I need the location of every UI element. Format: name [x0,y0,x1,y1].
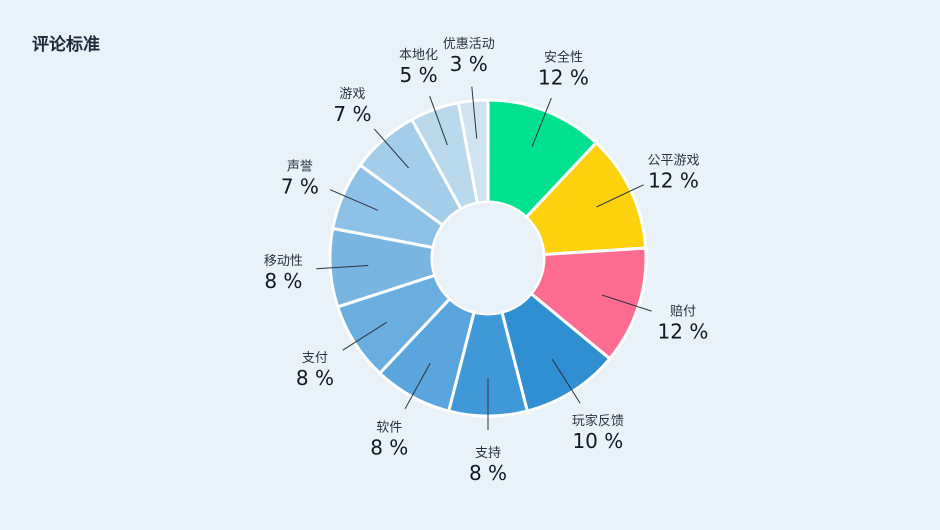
leader-line-10 [373,128,410,169]
slice-value-7: 8 % [296,366,334,390]
leader-line-3 [601,294,652,312]
leader-line-7 [342,321,387,351]
donut-hole [433,203,543,313]
slice-value-5: 8 % [469,461,507,485]
slice-label-2: 公平游戏 [647,154,699,169]
leader-line-8 [316,265,369,270]
leader-line-1 [531,97,552,147]
slice-2[interactable] [524,140,648,257]
slice-value-6: 8 % [370,436,408,460]
slice-value-9: 7 % [281,175,319,199]
slice-value-12: 3 % [450,52,488,76]
slice-label-7: 支付 [302,351,328,366]
slice-label-10: 游戏 [339,87,365,102]
slice-label-11: 本地化 [399,48,438,63]
slice-value-10: 7 % [333,102,371,126]
slice-3[interactable] [529,246,648,361]
slice-label-4: 玩家反馈 [572,413,624,429]
slice-12[interactable] [456,98,490,205]
leader-line-6 [404,362,431,409]
slice-value-3: 12 % [658,319,709,343]
slice-label-9: 声誉 [287,160,313,175]
slice-value-1: 12 % [538,65,589,89]
chart-title: 评论标准 [32,35,100,55]
slice-value-4: 10 % [572,429,623,453]
slice-value-11: 5 % [400,63,438,87]
slice-label-12: 优惠活动 [443,37,495,52]
slice-label-8: 移动性 [264,254,303,269]
leader-line-9 [329,189,379,211]
leader-line-11 [429,95,448,146]
slice-value-2: 12 % [648,169,699,193]
slice-label-1: 安全性 [544,49,583,65]
leader-line-12 [471,86,478,139]
slice-label-3: 赔付 [670,304,696,319]
slice-1[interactable] [486,98,599,220]
slice-label-6: 软件 [376,421,402,436]
slice-value-8: 8 % [264,269,302,293]
leader-line-4 [551,359,581,404]
leader-line-2 [596,184,644,208]
slice-label-5: 支持 [475,446,501,461]
